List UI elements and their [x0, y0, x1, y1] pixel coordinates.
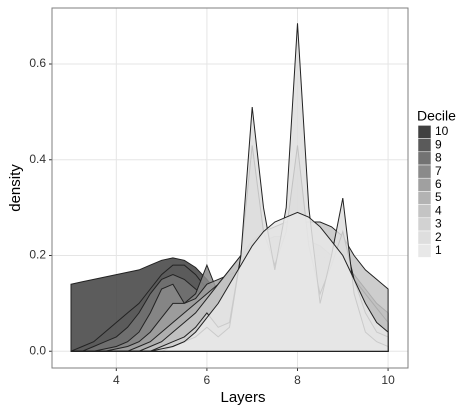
legend-label: 2 — [435, 230, 442, 244]
legend-label: 5 — [435, 190, 442, 204]
legend-label: 8 — [435, 151, 442, 165]
y-tick-label: 0.2 — [29, 248, 46, 262]
x-tick-label: 10 — [381, 373, 395, 387]
y-tick-label: 0.4 — [29, 152, 46, 166]
legend-label: 1 — [435, 243, 442, 257]
density-area — [70, 211, 389, 352]
legend-title: Decile — [417, 108, 456, 124]
y-tick-label: 0.0 — [29, 343, 46, 357]
x-tick-label: 8 — [294, 373, 301, 387]
legend-key — [417, 191, 432, 205]
legend-label: 10 — [435, 124, 449, 138]
legend-label: 7 — [435, 164, 442, 178]
legend-label: 9 — [435, 137, 442, 151]
legend-key — [417, 177, 432, 192]
panel-border — [51, 7, 409, 369]
x-tick-label: 4 — [113, 373, 120, 387]
legend-key — [417, 230, 432, 245]
y-axis-title: density — [7, 164, 24, 212]
legend-key — [417, 243, 432, 258]
legend-key — [417, 151, 432, 166]
legend-label: 6 — [435, 177, 442, 191]
legend-key — [417, 217, 432, 232]
y-tick-label: 0.6 — [29, 56, 46, 70]
legend-label: 3 — [435, 217, 442, 231]
legend-label: 4 — [435, 203, 442, 217]
legend-key — [417, 204, 432, 219]
legend-key — [417, 125, 432, 139]
x-tick-label: 6 — [204, 373, 211, 387]
x-axis-title: Layers — [220, 389, 265, 406]
legend-key — [417, 138, 432, 153]
legend-key — [417, 164, 432, 179]
